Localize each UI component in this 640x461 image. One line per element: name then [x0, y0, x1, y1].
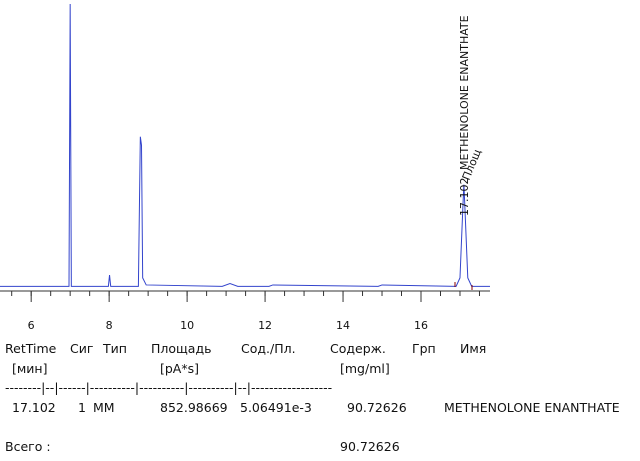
column-header: RetTime [5, 341, 57, 356]
cell: 90.72626 [347, 400, 407, 415]
cell: METHENOLONE ENANTHATE [444, 400, 620, 415]
x-tick-label: 12 [258, 319, 272, 332]
cell: 852.98669 [160, 400, 228, 415]
column-header: Имя [460, 341, 486, 356]
cell: 17.102 [12, 400, 56, 415]
column-header: Сиг [70, 341, 93, 356]
total-value: 90.72626 [340, 439, 400, 454]
column-header: Грп [412, 341, 436, 356]
column-header: Содерж. [330, 341, 386, 356]
column-header: Тип [102, 341, 127, 356]
x-tick-label: 10 [180, 319, 194, 332]
column-unit: [pA*s] [160, 361, 199, 376]
x-axis-ticks: 6 8 10 12 14 16 [11, 291, 480, 332]
column-header: Сод./Пл. [241, 341, 296, 356]
column-unit: [мин] [12, 361, 47, 376]
cell: 5.06491e-3 [240, 400, 312, 415]
separator: --------|--|------|----------|----------… [5, 380, 332, 395]
report: RetTime Сиг Тип Площадь Сод./Пл. Содерж. Грп Им… [5, 341, 620, 454]
peak-annotation: METHENOLONE ENANTHATE [458, 15, 471, 170]
peak-annotation: 17.102 [458, 178, 471, 217]
cell: 1 [78, 400, 86, 415]
x-tick-label: 16 [414, 319, 428, 332]
x-tick-label: 8 [106, 319, 113, 332]
column-unit: [mg/ml] [340, 361, 390, 376]
cell: MM [93, 400, 115, 415]
x-tick-label: 6 [28, 319, 35, 332]
total-label: Всего : [5, 439, 51, 454]
x-tick-label: 14 [336, 319, 350, 332]
trace [0, 3, 490, 287]
column-header: Площадь [151, 341, 211, 356]
